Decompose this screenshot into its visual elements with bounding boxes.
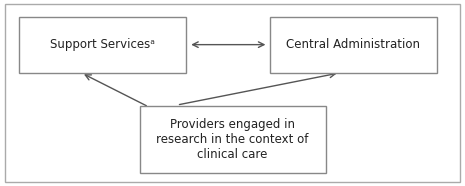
Text: Providers engaged in
research in the context of
clinical care: Providers engaged in research in the con… [156, 118, 309, 161]
FancyBboxPatch shape [270, 17, 437, 73]
FancyBboxPatch shape [140, 106, 326, 173]
Text: Central Administration: Central Administration [286, 38, 420, 51]
Text: Support Servicesᵃ: Support Servicesᵃ [50, 38, 155, 51]
FancyBboxPatch shape [5, 4, 460, 182]
FancyBboxPatch shape [19, 17, 186, 73]
